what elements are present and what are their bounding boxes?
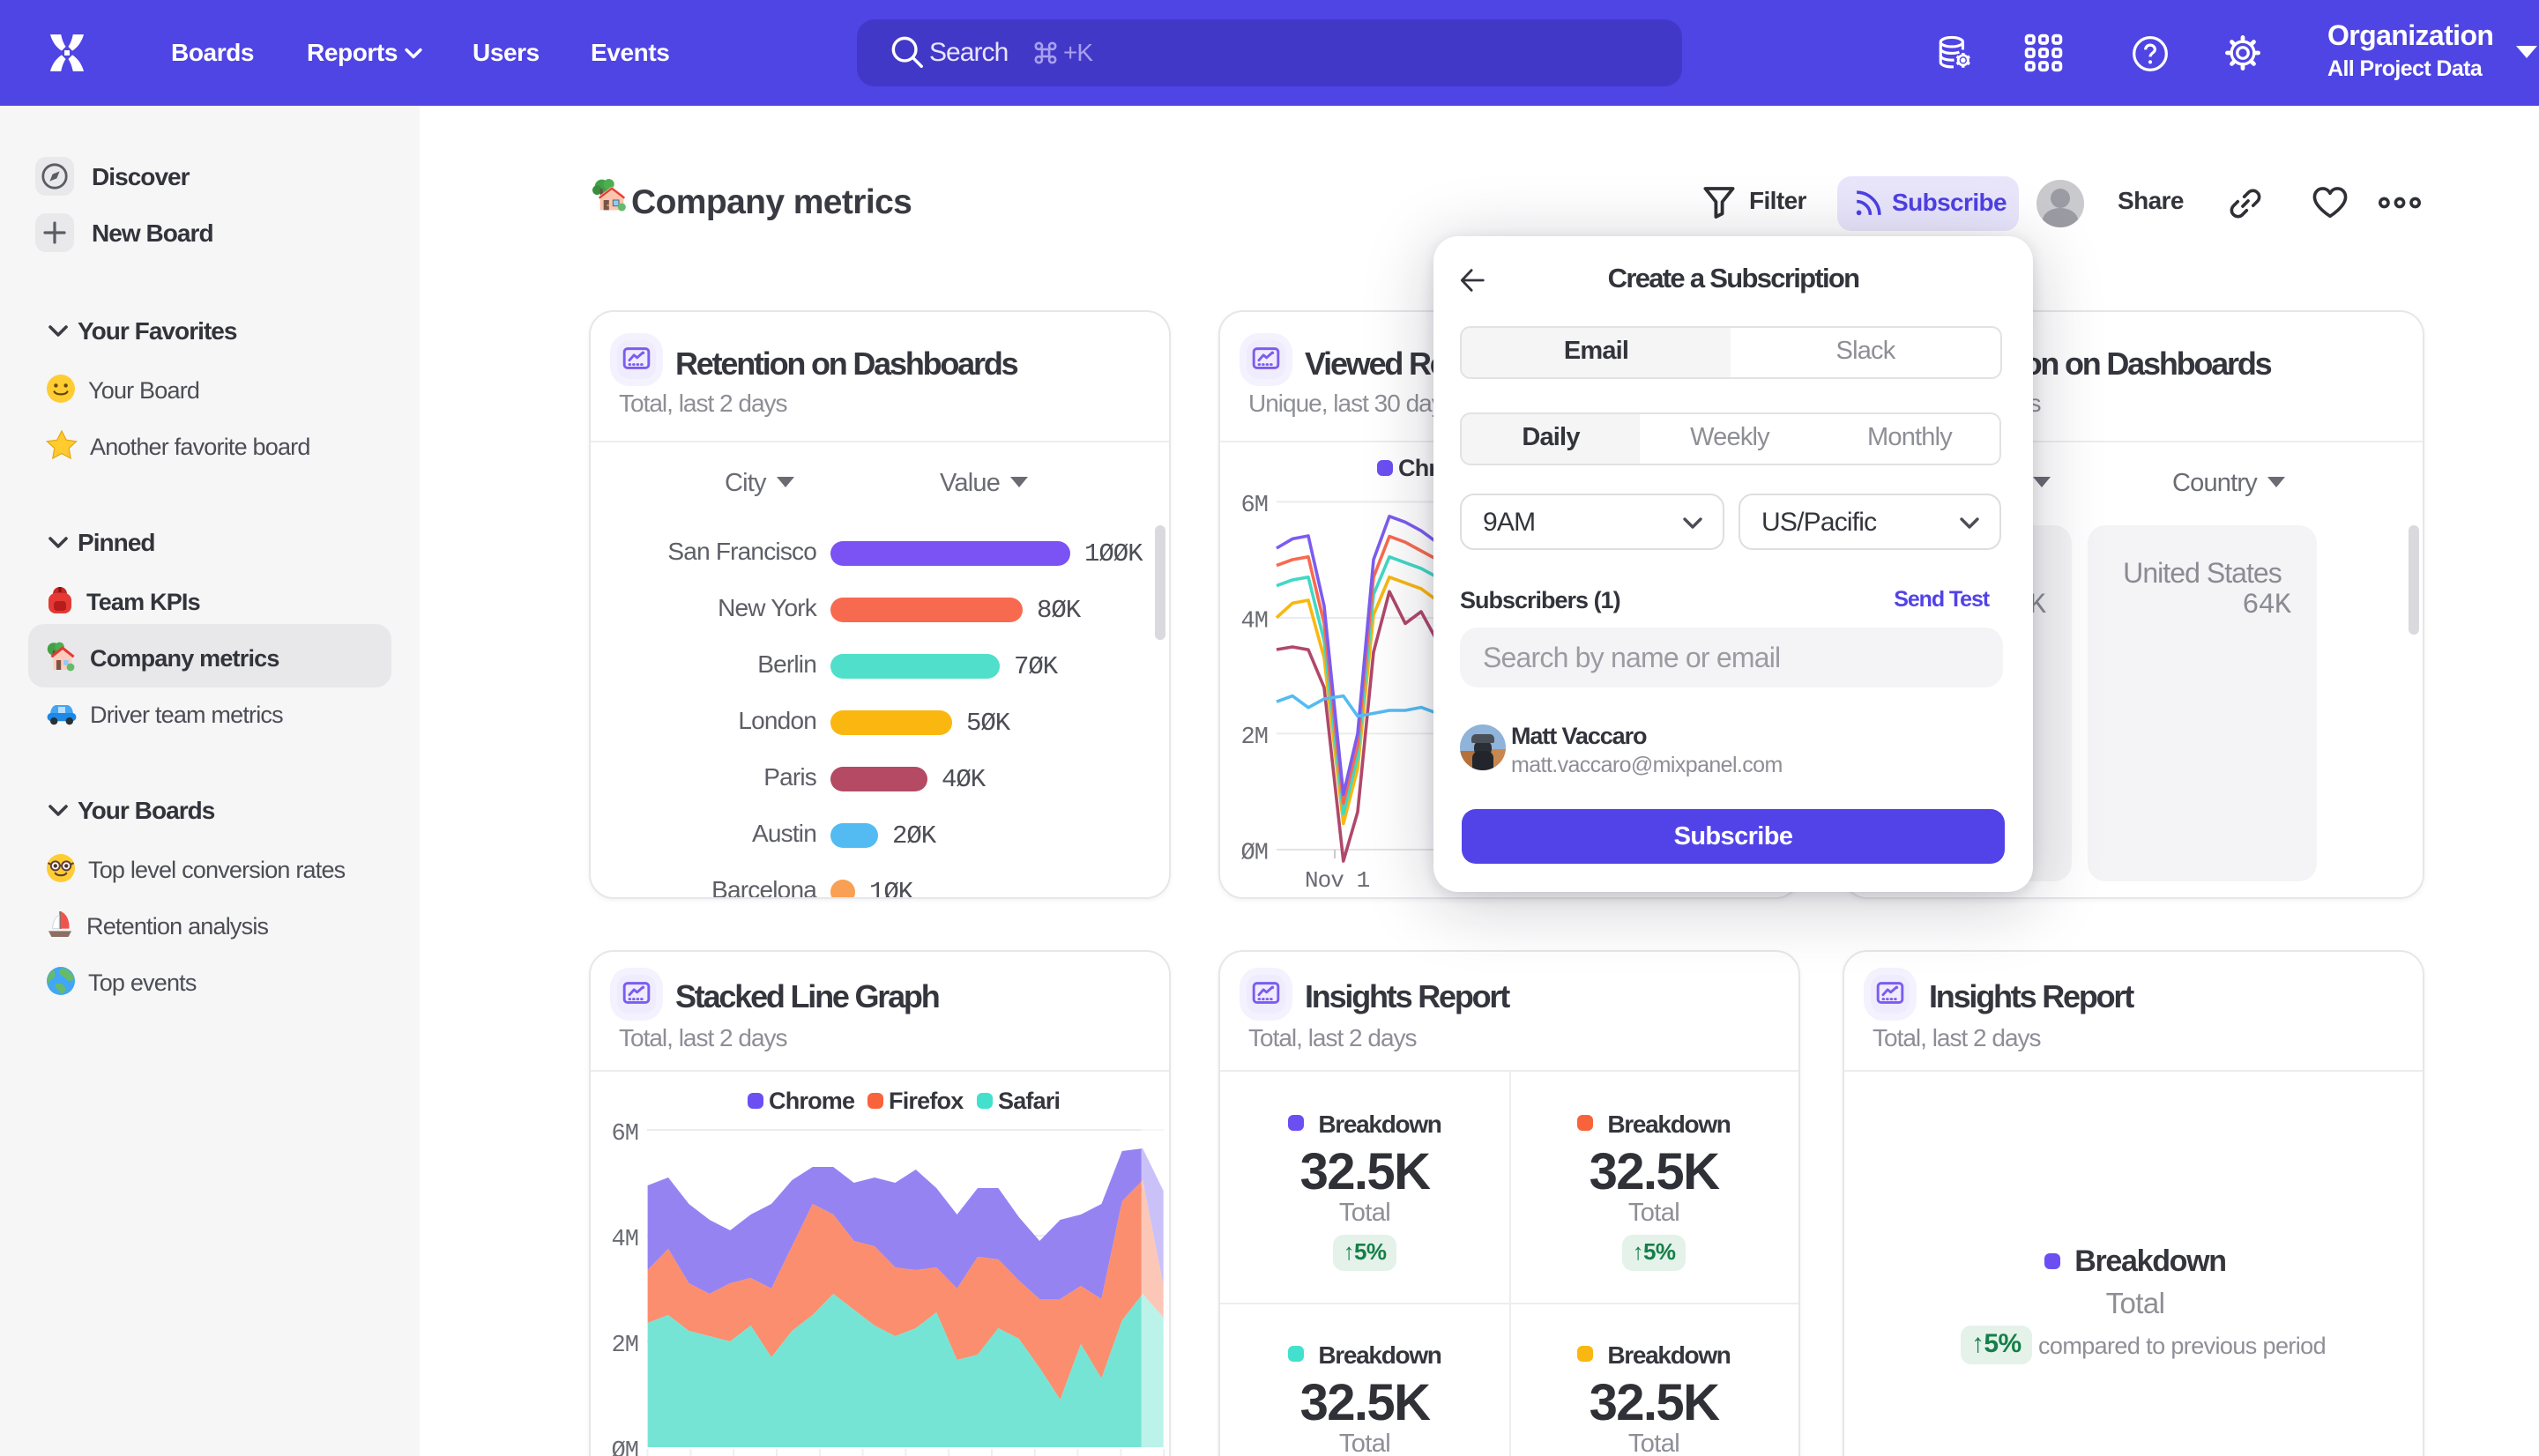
svg-text:2M: 2M [1241,724,1269,751]
svg-text:ØM: ØM [612,1438,639,1456]
svg-text:6M: 6M [1241,493,1269,519]
svg-text:4M: 4M [1241,609,1269,635]
svg-text:Nov 1: Nov 1 [1305,867,1370,894]
svg-text:ØM: ØM [1241,841,1269,867]
svg-text:6M: 6M [612,1121,639,1148]
svg-text:4M: 4M [612,1227,639,1253]
svg-text:2M: 2M [612,1333,639,1359]
